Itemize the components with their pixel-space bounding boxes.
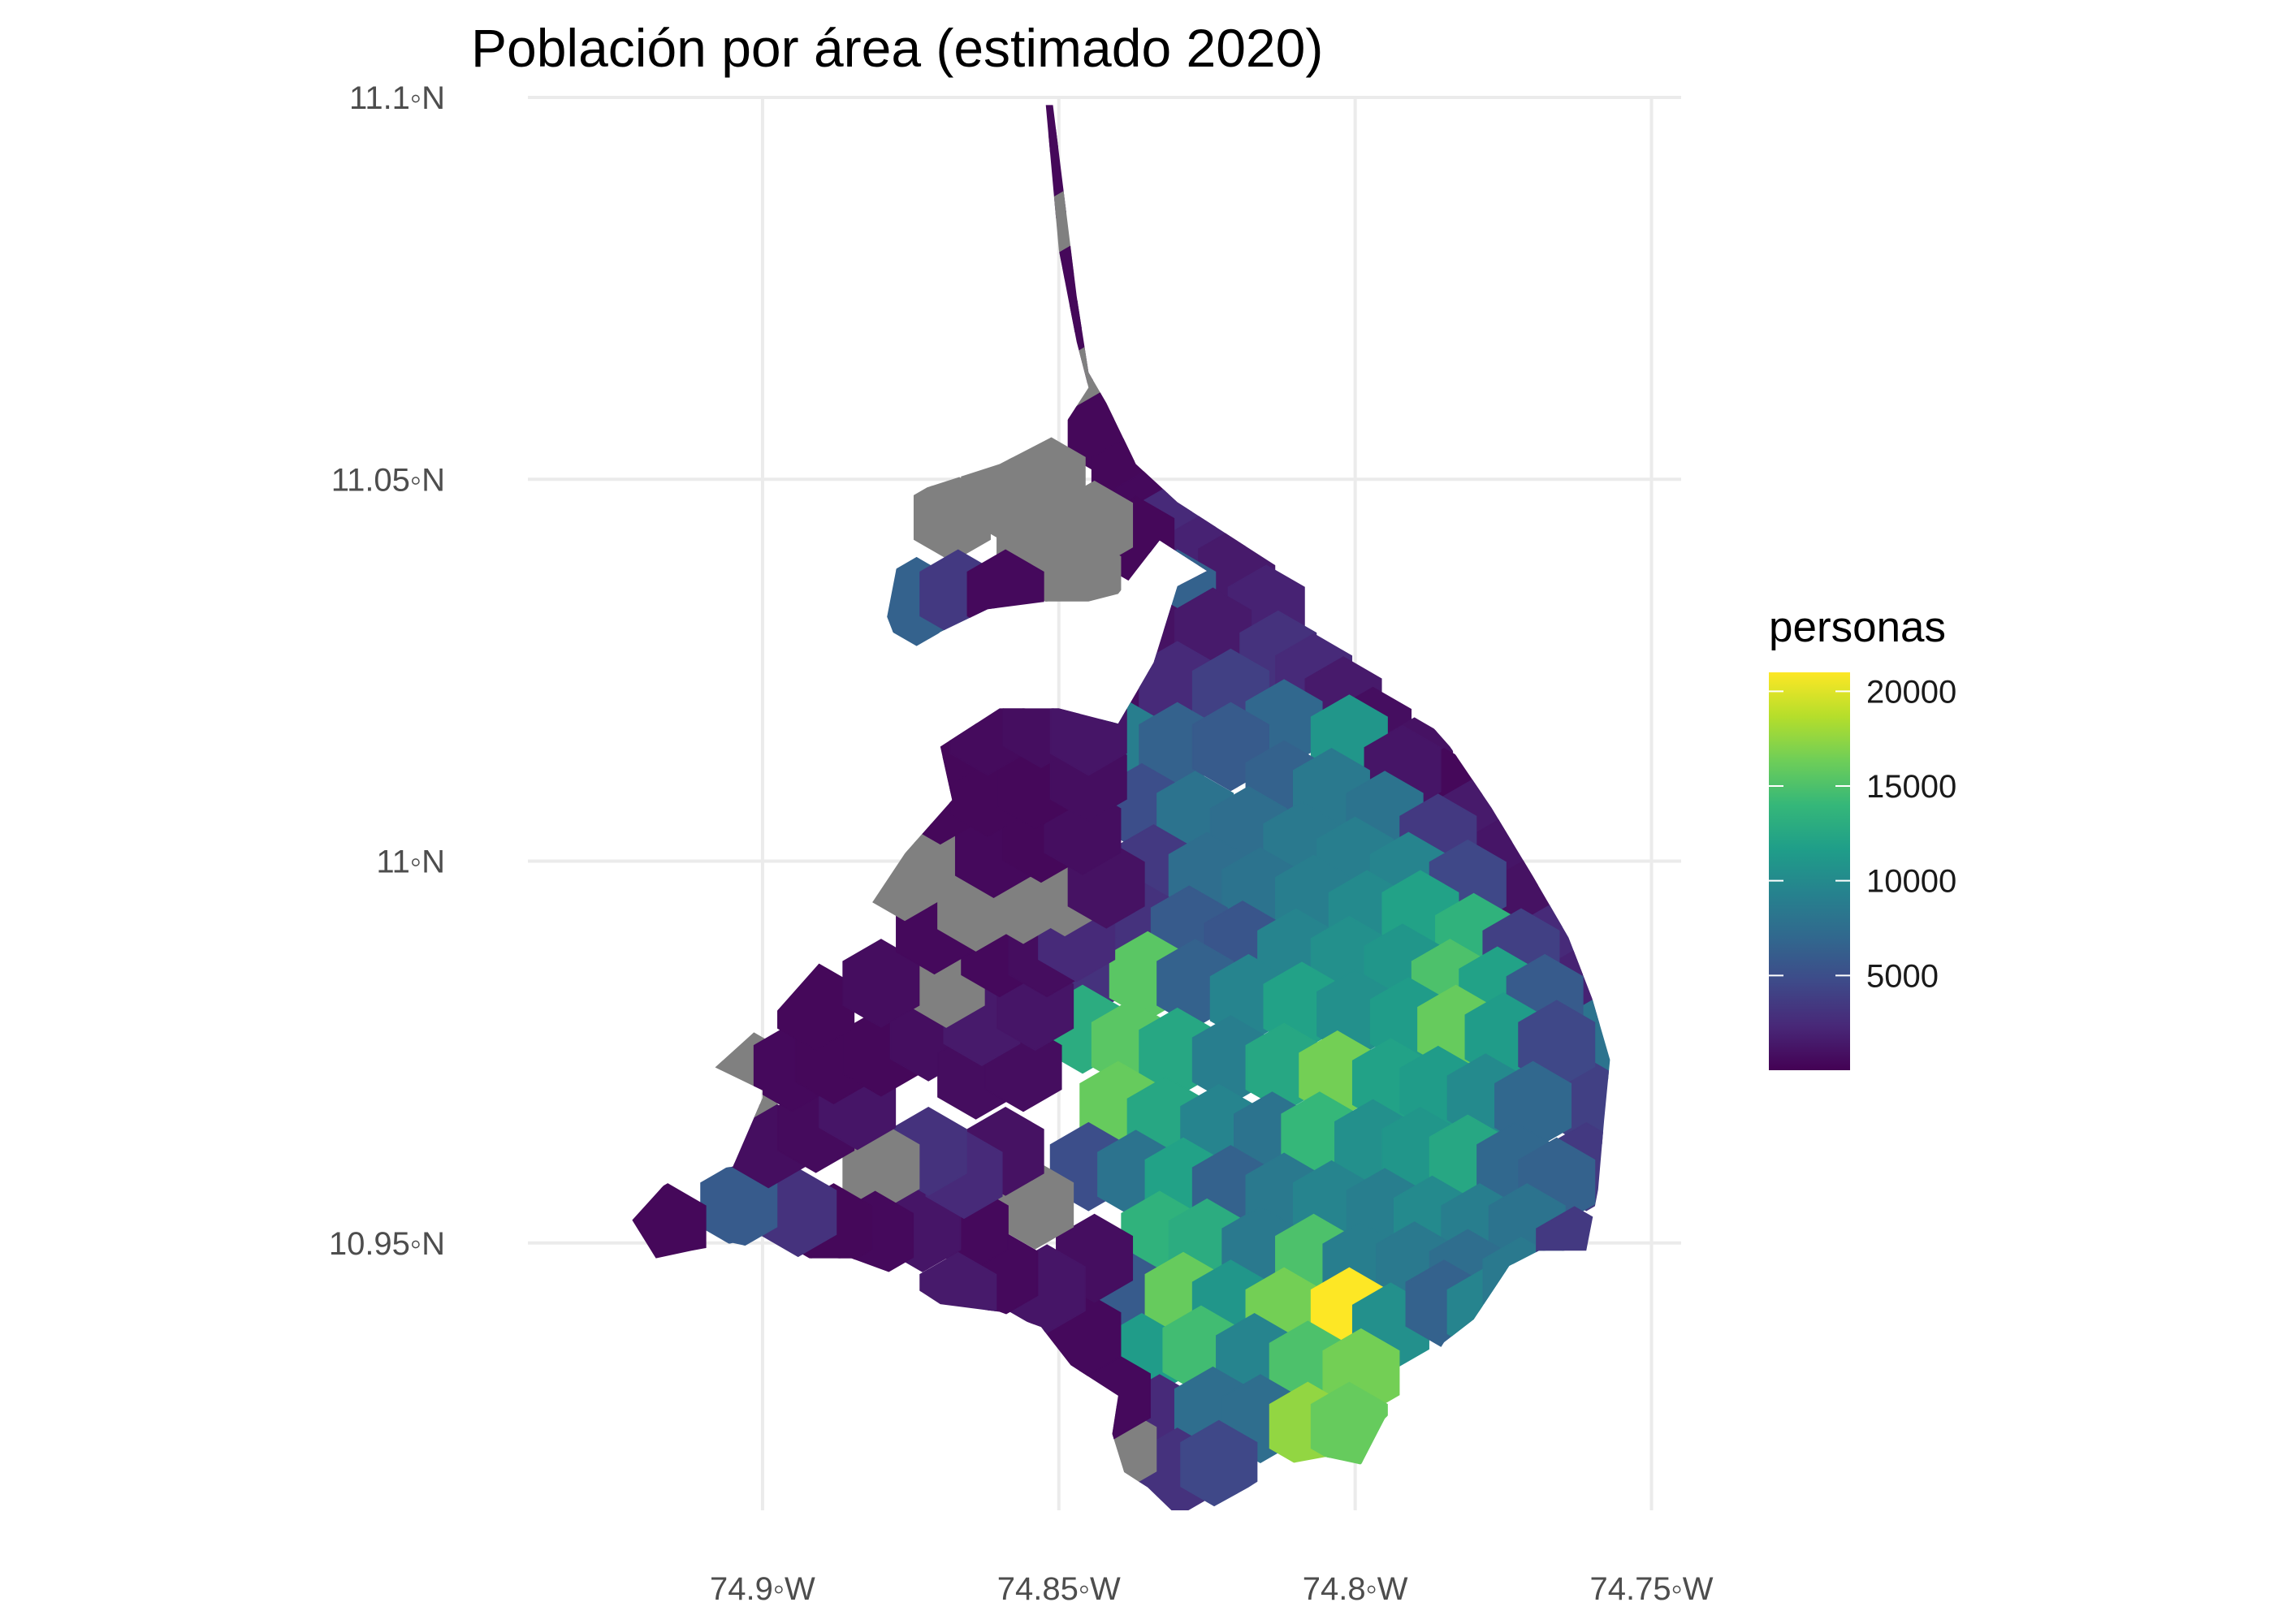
map-regions [632,105,1610,1510]
legend-colorbar [1769,672,1850,1070]
color-legend: personas 5000 10000 15000 20000 [1769,603,1956,1070]
legend-label-2: 15000 [1866,769,1956,805]
x-tick-label-2: 74.8◦W [1303,1571,1408,1607]
legend-label-0: 5000 [1866,958,1939,994]
chart-title: Población por área (estimado 2020) [471,18,1323,78]
legend-label-3: 20000 [1866,674,1956,710]
y-tick-label-3: 10.95◦N [329,1226,445,1262]
legend-ticks: 5000 10000 15000 20000 [1769,674,1956,994]
region-4 [1044,297,1122,387]
y-tick-label-0: 11.1◦N [349,80,445,116]
region-164 [632,1183,707,1272]
y-tick-label-2: 11◦N [376,844,445,880]
legend-title: personas [1769,603,1946,651]
x-tick-label-0: 74.9◦W [710,1571,815,1607]
region-0 [1009,105,1087,153]
x-tick-label-1: 74.85◦W [997,1571,1121,1607]
y-tick-label-1: 11.05◦N [331,462,445,498]
legend-label-1: 10000 [1866,864,1956,900]
axis-tick-labels: 74.9◦W 74.85◦W 74.8◦W 74.75◦W 11.1◦N 11.05◦N 1… [329,80,1714,1607]
x-tick-label-3: 74.75◦W [1589,1571,1713,1607]
